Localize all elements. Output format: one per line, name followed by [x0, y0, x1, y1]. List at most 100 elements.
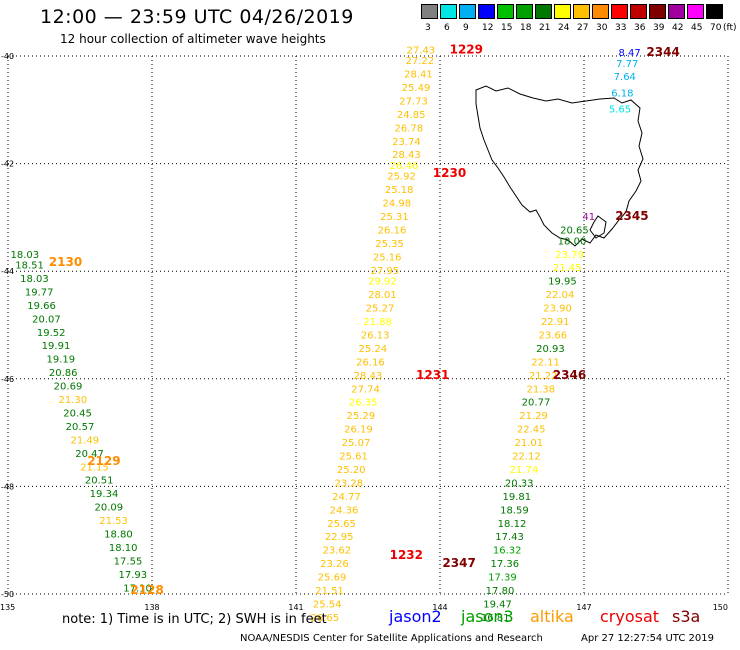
legend-cryosat: cryosat	[600, 607, 660, 626]
swh-value: 17.43	[495, 532, 524, 543]
swh-value: 23.26	[320, 559, 349, 570]
swh-value: 20.93	[536, 344, 565, 355]
swh-value: 21.29	[519, 411, 548, 422]
tasman-peninsula-coastline	[589, 215, 607, 239]
swh-value: 17.39	[488, 573, 517, 584]
swh-value: 18.00	[558, 236, 587, 247]
swh-value: 25.07	[342, 438, 371, 449]
scale-label: 12	[482, 23, 494, 33]
note-text: note: 1) Time is in UTC; 2) SWH is in fe…	[62, 612, 327, 627]
swh-value: 17.93	[118, 570, 147, 581]
swh-value: 20.47	[75, 449, 104, 460]
scale-swatch	[440, 4, 457, 19]
time-label: 2346	[553, 368, 586, 382]
lon-tick-label: 150	[713, 603, 728, 612]
swh-value: 22.11	[531, 357, 560, 368]
swh-value: 23.79	[555, 250, 584, 261]
swh-value: 18.51	[15, 261, 44, 272]
swh-value: 17.55	[114, 556, 143, 567]
swh-value: 21.01	[514, 438, 543, 449]
scale-swatch	[459, 4, 476, 19]
swh-value: 24.85	[397, 110, 426, 121]
swh-value: 6.18	[611, 88, 633, 99]
swh-value: 19.66	[27, 301, 56, 312]
swh-value: 26.19	[344, 425, 373, 436]
swh-value: 25.61	[339, 452, 368, 463]
swh-value: 25.54	[313, 599, 342, 610]
footer-timestamp: Apr 27 12:27:54 UTC 2019	[581, 633, 714, 644]
swh-value: 20.07	[32, 314, 61, 325]
swh-value: 23.66	[538, 330, 567, 341]
swh-value: 18.80	[104, 530, 133, 541]
lon-tick-label: 135	[0, 603, 15, 612]
swh-value: 25.20	[337, 465, 366, 476]
swh-value: 8.47	[618, 48, 640, 59]
swh-value: 27.43	[406, 45, 435, 56]
swh-value: 28.01	[368, 290, 397, 301]
swh-value: 25.35	[375, 239, 404, 250]
swh-value: 19.77	[25, 287, 54, 298]
swh-value: 25.27	[366, 304, 395, 315]
lat-tick-label: -40	[1, 52, 14, 61]
scale-label: 18	[520, 23, 532, 33]
time-label: 2345	[615, 209, 648, 223]
swh-value: 23.74	[392, 137, 421, 148]
swh-value: 17.36	[490, 559, 519, 570]
scale-swatch	[668, 4, 685, 19]
swh-value: 22.95	[325, 532, 354, 543]
swh-value: 21.51	[315, 586, 344, 597]
swh-value: 20.51	[85, 476, 114, 487]
scale-label: 3	[425, 23, 431, 33]
scale-label: 36	[634, 23, 646, 33]
swh-value: 20.65	[560, 226, 589, 237]
time-label: 2129	[87, 454, 120, 468]
swh-value: 7.64	[614, 72, 636, 83]
swh-value: 17.10	[123, 583, 152, 594]
time-label: 2347	[442, 556, 475, 570]
scale-label: 24	[558, 23, 570, 33]
time-label: 2128	[130, 583, 163, 597]
scale-swatch	[573, 4, 590, 19]
lat-tick-label: -46	[1, 375, 14, 384]
swh-value: 26.13	[361, 330, 390, 341]
legend-jason2: jason2	[389, 607, 442, 626]
swh-value: 16.81	[481, 613, 510, 624]
scale-label: 6	[444, 23, 450, 33]
swh-value: 25.49	[402, 83, 431, 94]
swh-value: 23.28	[334, 478, 363, 489]
axis-labels: -40 -42 -44 -46 -48 -50 135 138 141 144 147 150	[0, 52, 728, 612]
swh-value: 25.24	[358, 344, 387, 355]
swh-value: 26.46	[390, 161, 419, 172]
swh-value: 20.09	[94, 503, 123, 514]
swh-value: 22.45	[517, 425, 546, 436]
time-labels: 1229 2344 1230 2345 2130 1231 2346 2129 1232 2347…	[49, 42, 680, 597]
scale-swatch	[706, 4, 723, 19]
swh-value: 24.77	[332, 492, 361, 503]
scale-label: 30	[596, 23, 608, 33]
lon-tick-label: 138	[144, 603, 159, 612]
swh-value: 27.22	[406, 56, 435, 67]
swh-value: 26.16	[356, 357, 385, 368]
swh-value: 28.43	[392, 150, 421, 161]
scale-swatch	[535, 4, 552, 19]
scale-label: 27	[577, 23, 589, 33]
swh-value: 23.90	[543, 304, 572, 315]
swh-value: 19.91	[42, 341, 71, 352]
swh-value: 19.52	[37, 328, 66, 339]
swh-value: 20.33	[505, 478, 534, 489]
legend-s3a: s3a	[672, 607, 701, 626]
swh-value: 20.86	[49, 368, 78, 379]
swh-value: 24.36	[330, 505, 359, 516]
time-label: 2130	[49, 255, 82, 269]
swh-value: 25.29	[346, 411, 375, 422]
scale-unit: (ft)	[723, 23, 737, 33]
swh-value: 25.16	[373, 252, 402, 263]
swh-value: 18.59	[500, 505, 529, 516]
swh-value: 5.65	[609, 104, 631, 115]
swh-value: 22.04	[546, 290, 575, 301]
scale-swatch	[649, 4, 666, 19]
swh-value: 21.53	[99, 516, 128, 527]
swh-value: 27.73	[399, 96, 428, 107]
swh-value: 19.47	[483, 599, 512, 610]
swh-value: 26.35	[349, 398, 378, 409]
